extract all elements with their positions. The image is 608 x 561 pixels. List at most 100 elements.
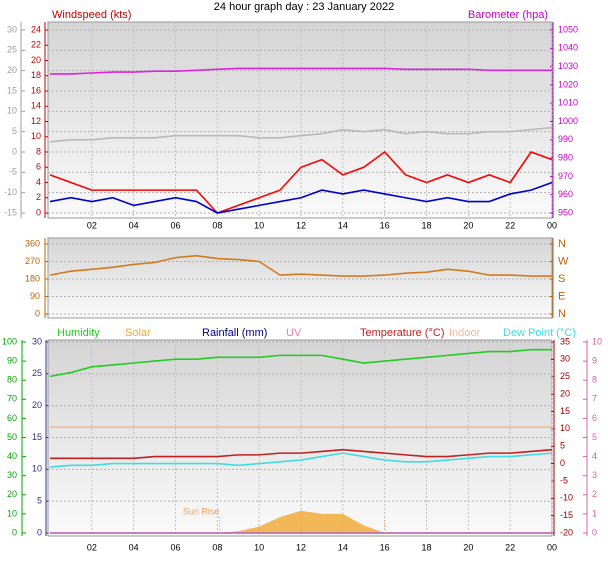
y-tick-label: 12 (31, 116, 41, 126)
y-tick-label: 0 (12, 146, 17, 156)
y-tick-label: 6 (36, 162, 41, 172)
y-tick-label: 15 (560, 406, 570, 416)
y-tick-label: 960 (558, 189, 573, 199)
x-tick-label: 20 (463, 542, 473, 552)
y-tick-label: -10 (560, 493, 573, 503)
y-tick-label: 15 (7, 85, 17, 95)
y-tick-label: N (558, 308, 566, 320)
y-tick-label: 1010 (558, 98, 578, 108)
y-tick-label: 22 (31, 40, 41, 50)
y-tick-label: 9 (592, 355, 597, 365)
x-tick-label: 06 (170, 220, 180, 230)
y-tick-label: 25 (560, 371, 570, 381)
y-tick-label: 10 (592, 336, 602, 346)
y-tick-label: -20 (560, 527, 573, 537)
y-tick-label: 30 (7, 24, 17, 34)
y-tick-label: 5 (592, 432, 597, 442)
x-tick-label: 20 (463, 220, 473, 230)
x-tick-label: 08 (212, 220, 222, 230)
y-tick-label: 10 (7, 106, 17, 116)
y-tick-label: 1040 (558, 43, 578, 53)
y-tick-label: 4 (592, 451, 597, 461)
y-tick-label: 970 (558, 171, 573, 181)
x-tick-label: 22 (505, 542, 515, 552)
x-tick-label: 08 (212, 542, 222, 552)
legend-entry: Solar (125, 327, 151, 339)
y-tick-label: 0 (36, 207, 41, 217)
y-tick-label: 20 (31, 55, 41, 65)
x-tick-label: 18 (421, 542, 431, 552)
y-tick-label: S (558, 273, 565, 285)
legend-entry: Humidity (57, 327, 100, 339)
y-tick-label: 25 (32, 368, 42, 378)
y-tick-label: 1000 (558, 116, 578, 126)
chart-title: 24 hour graph day : 23 January 2022 (214, 1, 394, 13)
x-tick-label: 06 (170, 542, 180, 552)
x-tick-label: 10 (254, 542, 264, 552)
y-tick-label: 7 (592, 394, 597, 404)
y-tick-label: 20 (7, 489, 17, 499)
y-tick-label: 980 (558, 152, 573, 162)
x-tick-label: 14 (338, 220, 348, 230)
series-line (50, 448, 553, 460)
y-tick-label: 0 (592, 527, 597, 537)
y-tick-label: 4 (36, 177, 41, 187)
y-tick-label: 30 (32, 336, 42, 346)
series-line (49, 348, 552, 378)
x-tick-label: 18 (421, 220, 431, 230)
plot-background (47, 237, 553, 319)
y-tick-label: 10 (7, 508, 17, 518)
series-line (49, 254, 552, 277)
y-tick-label: 14 (31, 101, 41, 111)
y-tick-label: 20 (7, 65, 17, 75)
x-tick-label: 16 (380, 542, 390, 552)
sun-marker-label: Sun Rise (183, 506, 220, 516)
y-tick-label: 8 (36, 146, 41, 156)
y-tick-label: -10 (4, 187, 17, 197)
y-tick-label: 15 (32, 432, 42, 442)
y-tick-label: -15 (4, 207, 17, 217)
y-tick-label: 20 (32, 400, 42, 410)
y-tick-label: 25 (7, 45, 17, 55)
x-tick-label: 14 (338, 542, 348, 552)
series-area (50, 510, 552, 533)
y-tick-label: 3 (592, 470, 597, 480)
x-tick-label: 00 (547, 542, 557, 552)
x-tick-label: 12 (296, 220, 306, 230)
series-line (50, 67, 552, 75)
plot-background (47, 21, 553, 219)
y-tick-label: 24 (31, 24, 41, 34)
legend-entry: Rainfall (mm) (202, 327, 267, 339)
y-tick-label: 6 (592, 413, 597, 423)
x-tick-label: 04 (129, 220, 139, 230)
y-tick-label: -5 (9, 167, 17, 177)
y-tick-label: 1 (592, 508, 597, 518)
y-tick-label: 30 (560, 354, 570, 364)
y-tick-label: W (558, 255, 569, 267)
y-tick-label: 5 (560, 441, 565, 451)
y-tick-label: 1030 (558, 61, 578, 71)
x-tick-label: 22 (505, 220, 515, 230)
y-tick-label: 10 (560, 423, 570, 433)
series-line (49, 126, 553, 143)
y-tick-label: 90 (7, 355, 17, 365)
y-tick-label: 950 (558, 207, 573, 217)
y-tick-label: 18 (31, 70, 41, 80)
x-tick-label: 10 (254, 220, 264, 230)
legend-entry: Dew Point (°C) (503, 327, 576, 339)
y-tick-label: -5 (560, 475, 568, 485)
x-tick-label: 12 (296, 542, 306, 552)
y-tick-label: 100 (2, 336, 17, 346)
series-line (49, 181, 553, 214)
y-tick-label: 40 (7, 451, 17, 461)
barometer-label: Barometer (hpa) (468, 9, 548, 21)
y-tick-label: 2 (36, 192, 41, 202)
y-tick-label: 10 (32, 464, 42, 474)
series-line (49, 452, 553, 468)
y-tick-label: 5 (37, 496, 42, 506)
y-tick-label: 0 (560, 458, 565, 468)
y-tick-label: 8 (592, 375, 597, 385)
y-tick-label: 0 (35, 308, 40, 318)
y-tick-label: 360 (25, 238, 40, 248)
